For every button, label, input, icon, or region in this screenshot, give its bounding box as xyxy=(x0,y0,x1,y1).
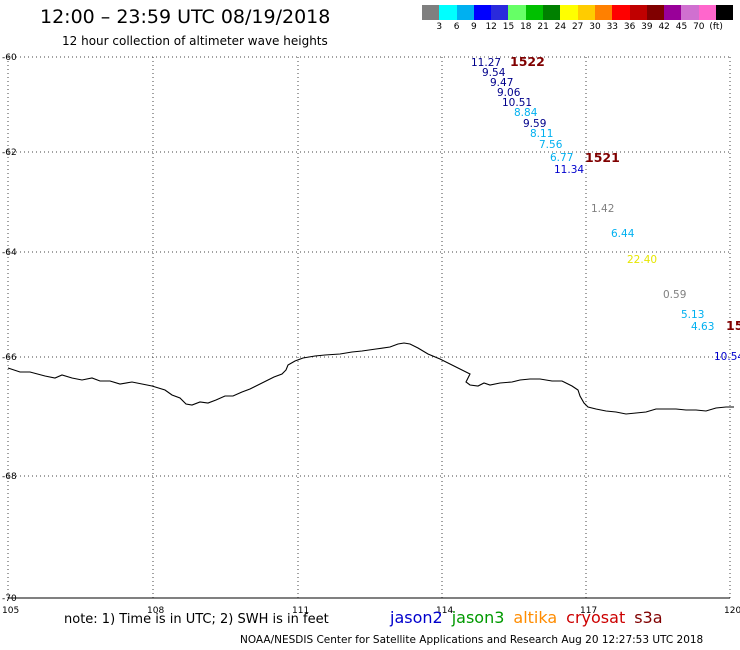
legend-label: 6 xyxy=(453,22,460,32)
legend-swatch xyxy=(422,5,440,20)
legend-label: 39 xyxy=(641,22,653,32)
wave-height-value: 11.27 xyxy=(471,57,501,69)
legend-swatch xyxy=(543,5,561,20)
legend-swatch xyxy=(560,5,578,20)
legend-label: 3 xyxy=(436,22,443,32)
legend-label: 36 xyxy=(623,22,636,32)
wave-height-value: 5.13 xyxy=(681,309,704,321)
wave-height-value: 10.51 xyxy=(502,97,532,109)
legend-swatch xyxy=(646,5,665,20)
wave-height-value: 7.56 xyxy=(539,139,563,151)
satellite-name: jason2 xyxy=(390,608,443,627)
grid-lines xyxy=(7,56,731,599)
y-tick-label: -62 xyxy=(2,148,17,158)
legend-swatch xyxy=(664,5,682,20)
coastline xyxy=(7,342,734,415)
legend-label: 30 xyxy=(589,22,601,32)
satellite-name: cryosat xyxy=(566,608,626,627)
color-scale-legend xyxy=(422,5,734,20)
legend-label: (ft) xyxy=(709,22,723,32)
legend-label: 9 xyxy=(471,22,477,32)
wave-height-value: 4.63 xyxy=(691,321,714,333)
legend-label: 33 xyxy=(606,22,619,32)
legend-label: 18 xyxy=(520,22,532,32)
y-tick-label: -64 xyxy=(2,248,17,258)
wave-height-value: 9.54 xyxy=(482,67,506,79)
legend-label: 42 xyxy=(658,22,670,32)
legend-swatch xyxy=(698,5,717,20)
footer-credit: NOAA/NESDIS Center for Satellite Applica… xyxy=(240,634,704,646)
legend-label: 70 xyxy=(693,22,705,32)
map-subtitle: 12 hour collection of altimeter wave hei… xyxy=(62,34,328,48)
legend-label: 12 xyxy=(485,22,497,32)
legend-swatch xyxy=(508,5,526,20)
x-tick-label: 120 xyxy=(724,606,740,616)
wave-height-value: 22.40 xyxy=(627,254,657,266)
wave-height-value: 9.59 xyxy=(523,118,546,130)
wave-height-value: 0.59 xyxy=(663,289,686,301)
legend-swatch xyxy=(439,5,457,20)
legend-label: 21 xyxy=(537,22,549,32)
wave-height-value: 6.44 xyxy=(611,228,635,240)
note-text: note: 1) Time is in UTC; 2) SWH is in fe… xyxy=(64,612,329,627)
legend-label: 27 xyxy=(571,22,584,32)
legend-swatch xyxy=(525,5,544,20)
legend-label: 15 xyxy=(502,22,515,32)
x-tick-label: 108 xyxy=(147,606,164,616)
x-tick-label: 111 xyxy=(292,606,309,616)
y-tick-label: -60 xyxy=(2,53,17,63)
map-title: 12:00 – 23:59 UTC 08/19/2018 xyxy=(40,6,331,28)
wave-height-value: 9.06 xyxy=(497,87,521,99)
x-tick-label: 114 xyxy=(436,606,453,616)
wave-height-value: 10.54 xyxy=(714,351,740,363)
wave-height-value: 11.34 xyxy=(554,164,584,176)
y-tick-label: -70 xyxy=(2,594,17,604)
x-tick-label: 117 xyxy=(580,606,597,616)
y-tick-label: -68 xyxy=(2,472,17,482)
legend-swatch xyxy=(612,5,630,20)
wave-height-values: 11.279.549.479.0610.518.849.598.117.566.… xyxy=(471,57,740,363)
legend-swatch xyxy=(577,5,595,20)
legend-swatch xyxy=(456,5,474,20)
legend-swatch xyxy=(473,5,492,20)
x-tick-label: 105 xyxy=(2,606,19,616)
satellite-name: jason3 xyxy=(451,608,505,627)
track-label: 1522 xyxy=(510,54,545,69)
legend-swatch xyxy=(681,5,699,20)
wave-height-value: 6.77 xyxy=(550,152,573,164)
legend-swatch xyxy=(491,5,509,20)
axis-tick-labels: -60 -62 -64 -66 -68 -70 105 108 111 114 117 120 xyxy=(2,53,740,616)
track-labels: 1522 1521 15 xyxy=(510,54,740,333)
legend-swatch xyxy=(716,5,734,20)
color-scale-labels: 3 6 9 12 15 18 21 24 27 30 33 36 39 42 45 70 (ft) xyxy=(422,22,740,34)
wave-height-value: 9.47 xyxy=(490,77,513,89)
legend-label: 45 xyxy=(675,22,688,32)
satellite-name: s3a xyxy=(634,608,663,627)
wave-height-value: 1.42 xyxy=(591,203,614,215)
track-label: 15 xyxy=(726,318,740,333)
satellite-legend: jason2 jason3 altika cryosat s3a xyxy=(390,608,672,627)
legend-swatch xyxy=(594,5,613,20)
satellite-name: altika xyxy=(513,608,558,627)
legend-label: 24 xyxy=(554,22,567,32)
wave-height-value: 8.11 xyxy=(530,128,553,140)
legend-swatch xyxy=(629,5,647,20)
track-label: 1521 xyxy=(585,150,620,165)
wave-height-value: 8.84 xyxy=(514,107,538,119)
y-tick-label: -66 xyxy=(2,353,17,363)
